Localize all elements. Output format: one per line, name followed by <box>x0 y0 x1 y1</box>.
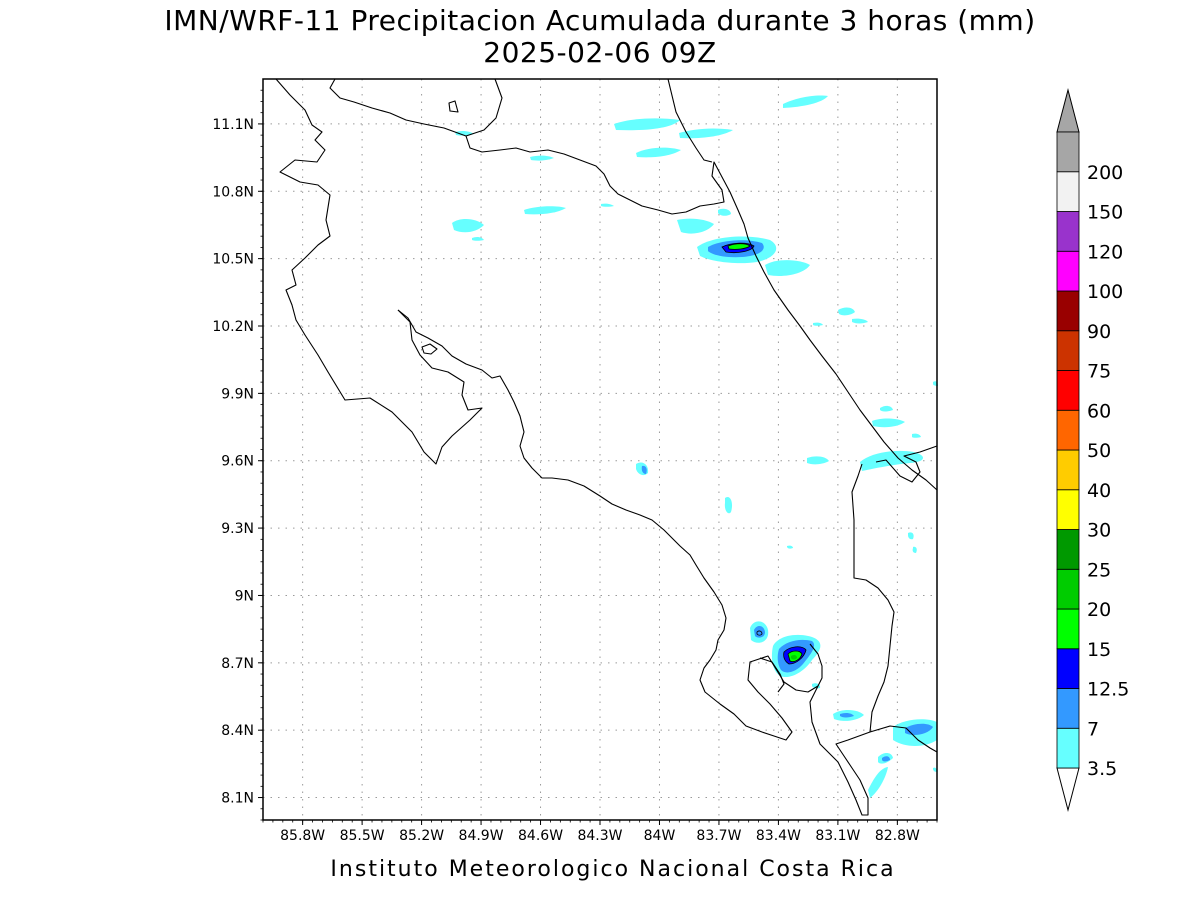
colorbar-swatch <box>1056 608 1080 650</box>
colorbar-swatch <box>1056 688 1080 729</box>
colorbar-label: 200 <box>1087 162 1123 184</box>
colorbar-swatch <box>1056 171 1080 212</box>
x-tick-label: 83.7W <box>696 828 741 844</box>
y-tick-label: 11.1N <box>212 117 254 133</box>
x-tick-label: 83.1W <box>815 828 860 844</box>
x-tick-label: 83.4W <box>756 828 801 844</box>
colorbar-label: 7 <box>1087 718 1099 740</box>
colorbar-swatch <box>1056 409 1080 451</box>
y-tick-label: 10.5N <box>212 252 254 268</box>
map-title: IMN/WRF-11 Precipitacion Acumulada duran… <box>164 4 1035 37</box>
colorbar-label: 60 <box>1087 400 1111 422</box>
x-tick-label: 84.3W <box>577 828 622 844</box>
x-tick-label: 85.2W <box>399 828 444 844</box>
map-background <box>263 79 937 820</box>
nicaragua-border <box>275 78 483 465</box>
nicaragua-caribbean <box>465 135 938 491</box>
precipitation-field <box>452 95 938 798</box>
colorbar-label: 20 <box>1087 599 1111 621</box>
panama-border <box>851 463 895 733</box>
y-tick-label: 9.9N <box>221 386 254 402</box>
colorbar-label: 90 <box>1087 321 1111 343</box>
map-subtitle: 2025-02-06 09Z <box>483 36 716 69</box>
colorbar-label: 3.5 <box>1087 758 1117 780</box>
coastlines-and-borders <box>275 78 938 816</box>
x-tick-label: 85.5W <box>340 828 385 844</box>
pacific-coast <box>397 309 938 816</box>
colorbar-swatch <box>1056 211 1080 252</box>
colorbar-label: 100 <box>1087 281 1123 303</box>
y-tick-label: 8.4N <box>221 723 254 739</box>
x-tick-label: 82.8W <box>875 828 920 844</box>
small-island <box>448 100 459 113</box>
colorbar-label: 120 <box>1087 241 1123 263</box>
map-panel: 85.8W 85.5W 85.2W 84.9W 84.6W 84.3W 84W 83.7W 83… <box>212 78 938 844</box>
colorbar-swatch <box>1056 330 1080 371</box>
x-tick-label: 85.8W <box>280 828 325 844</box>
colorbar-swatch <box>1056 529 1080 570</box>
colorbar-swatch <box>1056 290 1080 332</box>
colorbar-swatch <box>1056 449 1080 491</box>
precip-contours <box>721 242 807 665</box>
colorbar-label: 25 <box>1087 559 1111 581</box>
caribbean-coast <box>329 78 503 137</box>
colorbar-label: 75 <box>1087 361 1111 383</box>
golfo-dulce-coast <box>809 643 823 687</box>
colorbar-swatch <box>1056 568 1080 610</box>
nicaragua-lake-shore <box>667 78 713 163</box>
colorbar-swatch <box>1056 489 1080 530</box>
y-tick-label: 9N <box>235 588 254 604</box>
colorbar-label: 150 <box>1087 202 1123 224</box>
colorbar-label: 30 <box>1087 520 1111 542</box>
y-tick-label: 8.1N <box>221 791 254 807</box>
nicoya-gulf-island <box>421 343 438 355</box>
y-tick-label: 8.7N <box>221 656 254 672</box>
colorbar-swatch <box>1056 250 1080 292</box>
y-tick-label: 10.2N <box>212 319 254 335</box>
y-tick-label: 9.3N <box>221 521 254 537</box>
bocas-del-toro-coast <box>875 445 938 483</box>
x-tick-label: 84.6W <box>518 828 563 844</box>
colorbar-label: 50 <box>1087 440 1111 462</box>
colorbar: 3.5 7 12.5 15 20 25 30 40 50 60 75 90 100 120 150 200 <box>1056 88 1129 812</box>
osa-peninsula-coast <box>759 657 785 693</box>
colorbar-swatch <box>1056 727 1080 769</box>
colorbar-label: 12.5 <box>1087 679 1129 701</box>
x-tick-label: 84W <box>644 828 676 844</box>
colorbar-swatch <box>1056 370 1080 411</box>
colorbar-swatch <box>1056 648 1080 689</box>
footer-credit: Instituto Meteorologico Nacional Costa R… <box>330 857 895 882</box>
colorbar-label: 40 <box>1087 480 1111 502</box>
colorbar-label: 15 <box>1087 639 1111 661</box>
y-tick-label: 10.8N <box>212 184 254 200</box>
x-tick-label: 84.9W <box>459 828 504 844</box>
colorbar-high-arrow <box>1056 88 1080 133</box>
y-tick-label: 9.6N <box>221 454 254 470</box>
colorbar-low-arrow <box>1056 767 1080 812</box>
precip-extreme-areas <box>791 654 797 660</box>
axis-ticks: 85.8W 85.5W 85.2W 84.9W 84.6W 84.3W 84W 83.7W 83… <box>212 89 938 844</box>
colorbar-swatch <box>1056 131 1080 173</box>
